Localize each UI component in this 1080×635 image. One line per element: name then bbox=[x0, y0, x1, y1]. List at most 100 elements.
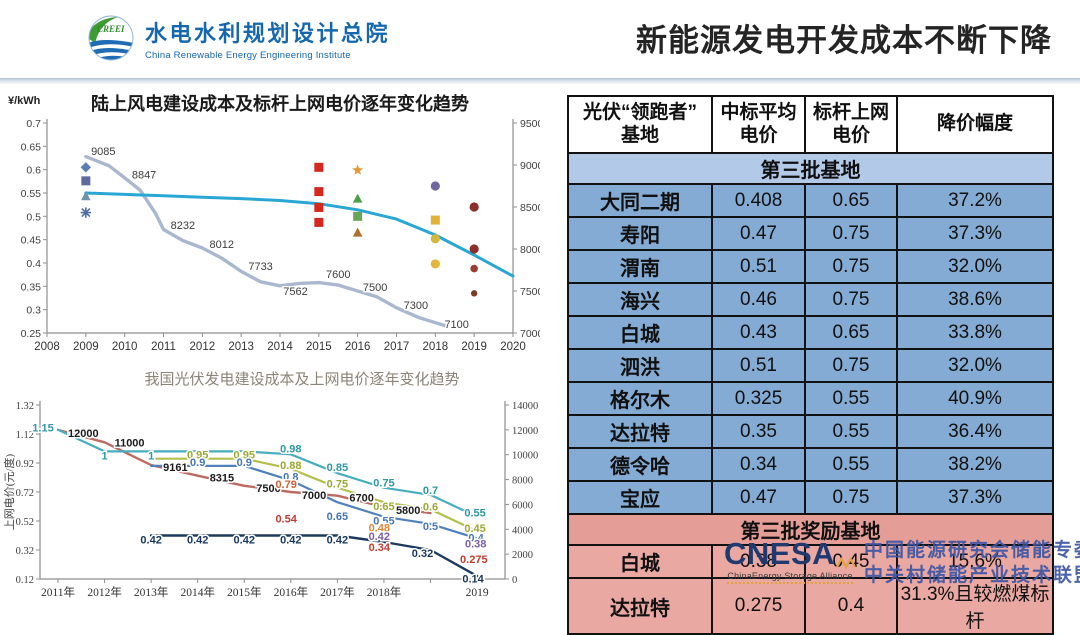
chart-data-label: 7600 bbox=[326, 269, 350, 281]
chart-data-label: 0.14 bbox=[462, 574, 484, 586]
chart-data-label: 8232 bbox=[171, 220, 195, 232]
chart-data-label: 8847 bbox=[132, 170, 156, 182]
scatter-point bbox=[81, 176, 91, 186]
scatter-point bbox=[314, 217, 324, 227]
y-right-tick-label: 14000 bbox=[512, 401, 538, 412]
y-right-tick-label: 0 bbox=[512, 575, 517, 586]
value-cell: 38.2% bbox=[896, 447, 1054, 482]
base-name-cell: 达拉特 bbox=[567, 414, 713, 449]
value-cell: 0.51 bbox=[711, 249, 806, 284]
creei-logo: CREEI 水电水利规划设计总院 China Renewable Energy … bbox=[88, 15, 390, 61]
base-name-cell: 白城 bbox=[567, 315, 713, 350]
creei-logo-icon: CREEI bbox=[88, 15, 134, 61]
x-tick-label: 2014年 bbox=[180, 585, 215, 599]
base-name-cell: 渭南 bbox=[567, 249, 713, 284]
scatter-point bbox=[353, 211, 363, 221]
value-cell: 32.0% bbox=[896, 249, 1054, 284]
chart-data-label: 9161 bbox=[163, 462, 187, 474]
x-tick-label: 2012 bbox=[190, 341, 216, 353]
chart-data-label: 0.54 bbox=[275, 514, 297, 526]
scatter-point bbox=[430, 181, 440, 191]
value-cell: 0.75 bbox=[804, 480, 898, 515]
table-row: 白城 0.43 0.65 33.8% bbox=[567, 315, 1054, 350]
value-cell: 0.75 bbox=[804, 216, 898, 251]
table-section-header: 第三批奖励基地 bbox=[567, 513, 1054, 546]
scatter-point bbox=[81, 191, 91, 201]
chart-data-label: 0.42 bbox=[234, 535, 255, 547]
cnesa-org-line2: 中关村储能产业技术联盟 bbox=[864, 565, 1080, 587]
chart-series-line bbox=[150, 457, 479, 533]
y-left-tick-label: 0.3 bbox=[26, 305, 41, 317]
chart-data-label: 0.42 bbox=[327, 535, 348, 547]
y-left-tick-label: 0.45 bbox=[21, 235, 42, 247]
scatter-point bbox=[314, 162, 324, 172]
chart-series-line bbox=[56, 428, 479, 518]
y-right-tick-label: 4000 bbox=[512, 525, 533, 536]
header-divider bbox=[0, 78, 1080, 84]
x-tick-label: 2016年 bbox=[274, 585, 309, 599]
chart-data-label: 0.95 bbox=[234, 450, 255, 462]
cnesa-logo: CNESA ChinaEnergy Storage Alliance 中国能源研… bbox=[724, 538, 1080, 588]
scatter-point bbox=[352, 227, 363, 237]
y-left-tick-label: 1.32 bbox=[16, 401, 34, 412]
chart-data-label: 0.6 bbox=[423, 501, 438, 513]
table-row: 泗洪 0.51 0.75 32.0% bbox=[567, 348, 1054, 383]
chart-data-label: 7100 bbox=[444, 319, 468, 331]
y-left-tick-label: 0.5 bbox=[26, 211, 41, 223]
scatter-point bbox=[430, 259, 440, 269]
value-cell: 0.65 bbox=[804, 315, 898, 350]
table-row: 大同二期 0.408 0.65 37.2% bbox=[567, 183, 1054, 218]
table-row: 达拉特 0.35 0.55 36.4% bbox=[567, 414, 1054, 449]
slide-root: CREEI 水电水利规划设计总院 China Renewable Energy … bbox=[0, 15, 1080, 635]
base-name-cell: 格尔木 bbox=[567, 381, 713, 416]
chart-series-line bbox=[84, 191, 515, 278]
y-right-tick-label: 2000 bbox=[512, 550, 533, 561]
chart-data-label: 0.98 bbox=[280, 443, 301, 455]
y-right-tick-label: 8000 bbox=[520, 244, 540, 256]
chart-data-label: 1 bbox=[102, 450, 108, 462]
cnesa-wordmark: CNESA bbox=[724, 538, 856, 569]
x-tick-label: 2010 bbox=[112, 341, 138, 353]
cnesa-zigzag-icon bbox=[836, 556, 856, 569]
org-name-cn: 水电水利规划设计总院 bbox=[145, 20, 391, 46]
chart-series-line bbox=[150, 464, 479, 540]
x-tick-label: 2015 bbox=[306, 341, 332, 353]
chart-data-label: 7300 bbox=[404, 300, 428, 312]
y-left-tick-label: 0.7 bbox=[26, 118, 41, 130]
x-tick-label: 2018 bbox=[423, 341, 449, 353]
base-name-cell: 寿阳 bbox=[567, 216, 713, 251]
chart-data-label: 0.88 bbox=[280, 460, 301, 472]
scatter-point bbox=[430, 215, 440, 225]
y-right-tick-label: 9000 bbox=[520, 160, 540, 172]
scatter-point bbox=[430, 234, 440, 244]
wind-cost-tariff-chart: 0.7 0.65 0.6 0.55 0.5 0.45 0.4 0.35 0.3 0.25 9500 9… bbox=[0, 86, 540, 362]
y-right-tick-label: 6000 bbox=[512, 500, 533, 511]
y-left-tick-label: 1.12 bbox=[16, 430, 34, 441]
chart-data-label: 11000 bbox=[115, 437, 145, 449]
x-tick-label: 2019 bbox=[466, 587, 489, 599]
pv-cost-tariff-chart: 1.321.120.920.720.520.320.12140001200010… bbox=[0, 364, 540, 608]
chart-data-label: 6700 bbox=[349, 493, 373, 505]
value-cell: 0.65 bbox=[804, 183, 898, 218]
y-left-tick-label: 0.25 bbox=[21, 328, 42, 340]
x-tick-label: 2016 bbox=[345, 341, 371, 353]
chart-data-label: 0.7 bbox=[423, 485, 438, 497]
value-cell: 0.55 bbox=[804, 414, 898, 449]
chart-series-line bbox=[84, 154, 449, 328]
value-cell: 0.75 bbox=[804, 348, 898, 383]
scatter-point bbox=[470, 264, 478, 273]
x-tick-label: 2014 bbox=[267, 341, 293, 353]
x-tick-label: 2013 bbox=[228, 341, 254, 353]
y-right-tick-label: 8000 bbox=[512, 476, 533, 487]
value-cell: 0.46 bbox=[711, 282, 806, 317]
chart-data-label: 12000 bbox=[68, 428, 99, 440]
y-axis-title: 上网电价(元/度) bbox=[2, 453, 16, 530]
value-cell: 36.4% bbox=[896, 414, 1054, 449]
pv-leader-table: 光伏“领跑者” 基地 中标平均 电价 标杆上网 电价 降价幅度 第三批基地 大同二期 0.4… bbox=[567, 95, 1055, 635]
y-right-tick-label: 10000 bbox=[512, 451, 538, 462]
chart-data-label: 1 bbox=[241, 450, 247, 462]
org-name-en: China Renewable Energy Engineering Insti… bbox=[145, 49, 351, 61]
chart-data-label: 0.85 bbox=[327, 462, 348, 474]
x-tick-label: 2009 bbox=[73, 341, 99, 353]
chart-data-label: 0.79 bbox=[275, 479, 296, 491]
